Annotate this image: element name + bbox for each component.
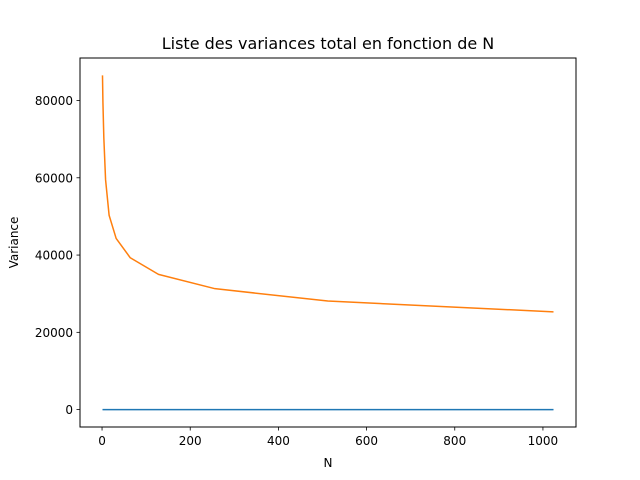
axes-frame xyxy=(79,57,577,428)
x-tick-label: 0 xyxy=(98,434,106,448)
x-tick-label: 800 xyxy=(443,434,466,448)
series-line-2 xyxy=(101,75,554,313)
y-tick-label: 20000 xyxy=(35,326,73,340)
x-tick-label: 400 xyxy=(267,434,290,448)
x-tick-label: 1000 xyxy=(528,434,559,448)
y-axis-ticks: 0 20000 40000 60000 80000 xyxy=(35,94,80,417)
plot-area xyxy=(101,75,554,411)
chart-title: Liste des variances total en fonction de… xyxy=(162,34,495,53)
x-axis-label: N xyxy=(324,456,333,470)
x-tick-label: 200 xyxy=(179,434,202,448)
y-tick-label: 60000 xyxy=(35,171,73,185)
y-tick-label: 80000 xyxy=(35,94,73,108)
x-axis-ticks: 0 200 400 600 800 1000 xyxy=(98,427,558,448)
y-tick-label: 0 xyxy=(65,403,73,417)
y-axis-label: Variance xyxy=(7,217,21,269)
x-tick-label: 600 xyxy=(355,434,378,448)
y-tick-label: 40000 xyxy=(35,249,73,263)
